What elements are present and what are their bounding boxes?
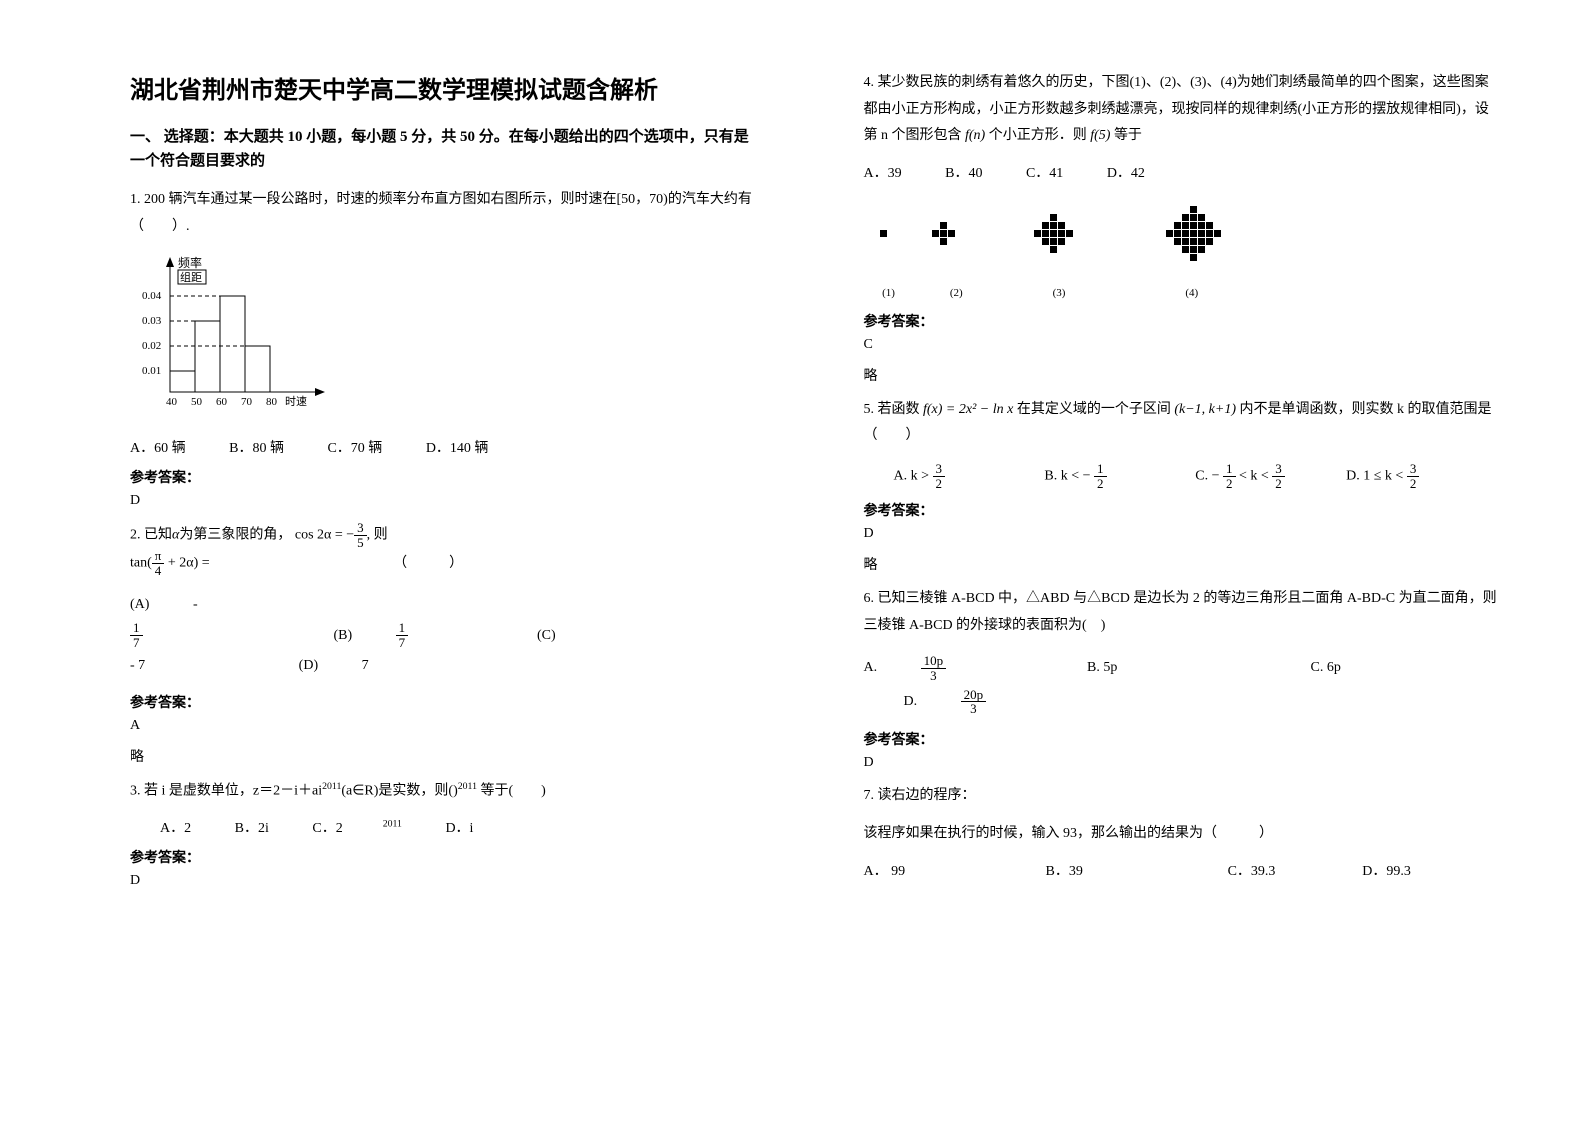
q4-ans: C bbox=[864, 337, 1498, 353]
q5-options: A. k > 32 B. k < − 12 C. − 12 < k < 32 D… bbox=[894, 462, 1498, 490]
q6-opt-a: A. 10p3 bbox=[864, 651, 1044, 685]
q4-pattern-labels: (1) (2) (3) (4) bbox=[864, 287, 1498, 299]
q2-ans: A bbox=[130, 718, 764, 734]
svg-text:70: 70 bbox=[241, 396, 253, 408]
q5-opt-a: A. k > 32 bbox=[894, 462, 1045, 490]
q3-opt-a: A．2 bbox=[160, 821, 191, 836]
q1-opt-b: B．80 辆 bbox=[229, 441, 284, 456]
q5-ans: D bbox=[864, 526, 1498, 542]
q2-opt-c: (C) bbox=[537, 621, 617, 652]
hist-ylabel-sub: 组距 bbox=[180, 270, 202, 284]
q1-ans: D bbox=[130, 493, 764, 509]
q5-stem: 5. 若函数 f(x) = 2x² − ln x 在其定义域的一个子区间 (k−… bbox=[864, 397, 1498, 450]
q2-paren: （ ） bbox=[393, 556, 463, 571]
q7-stem2: 该程序如果在执行的时候，输入 93，那么输出的结果为（ ） bbox=[864, 821, 1498, 848]
histogram-svg: 频率 组距 0.04 0.03 0.02 0.01 40 50 60 70 80… bbox=[140, 252, 340, 422]
q4-options: A．39 B．40 C．41 D．42 bbox=[864, 162, 1498, 182]
hist-xlabel: 时速 bbox=[285, 395, 307, 408]
q6-opt-d: D. 20p3 bbox=[904, 685, 1067, 719]
main-title: 湖北省荆州市楚天中学高二数学理模拟试题含解析 bbox=[130, 70, 764, 105]
q3-options: A．2 B．2i C．22011 D．i bbox=[160, 817, 764, 837]
q1-opt-c: C．70 辆 bbox=[327, 441, 382, 456]
q2-opt-c-val: - 7 bbox=[130, 658, 145, 673]
q7-opt-d: D．99.3 bbox=[1362, 860, 1457, 880]
q3-opt-d: D．i bbox=[445, 821, 473, 836]
q2-tan-expr: tan(π4 + 2α) = bbox=[130, 549, 210, 577]
q5-ans-label: 参考答案： bbox=[864, 500, 1498, 520]
q3-stem: 3. 若 i 是虚数单位，z＝2－i＋ai2011(a∈R)是实数，则()201… bbox=[130, 778, 764, 805]
q7-stem: 7. 读右边的程序： bbox=[864, 783, 1498, 810]
q5-opt-c: C. − 12 < k < 32 bbox=[1195, 462, 1346, 490]
right-column: 4. 某少数民族的刺绣有着悠久的历史，下图(1)、(2)、(3)、(4)为她们刺… bbox=[824, 70, 1528, 1092]
q1-stem: 1. 200 辆汽车通过某一段公路时，时速的频率分布直方图如右图所示，则时速在[… bbox=[130, 187, 764, 240]
q2-options: (A) - 17 (B) 17 (C) - 7 (D) 7 bbox=[130, 590, 764, 682]
q6-stem: 6. 已知三棱锥 A-BCD 中，△ABD 与△BCD 是边长为 2 的等边三角… bbox=[864, 586, 1498, 639]
q2-mid2: , 则 bbox=[367, 528, 388, 543]
q1-ans-label: 参考答案： bbox=[130, 467, 764, 487]
q4-ans-label: 参考答案： bbox=[864, 311, 1498, 331]
q6-opt-b: B. 5p bbox=[1087, 651, 1267, 685]
svg-text:0.01: 0.01 bbox=[142, 365, 161, 377]
svg-text:50: 50 bbox=[191, 396, 203, 408]
q2-note: 略 bbox=[130, 746, 764, 766]
q4-opt-a: A．39 bbox=[864, 166, 902, 181]
q6-ans-label: 参考答案： bbox=[864, 729, 1498, 749]
q3-ans-label: 参考答案： bbox=[130, 847, 764, 867]
svg-text:0.04: 0.04 bbox=[142, 290, 162, 302]
q4-opt-c: C．41 bbox=[1026, 166, 1063, 181]
left-column: 湖北省荆州市楚天中学高二数学理模拟试题含解析 一、 选择题：本大题共 10 小题… bbox=[100, 70, 824, 1092]
q3-ans: D bbox=[130, 873, 764, 889]
q6-options: A. 10p3 B. 5p C. 6p D. 20p3 bbox=[864, 651, 1498, 718]
q2-stem: 2. 已知α为第三象限的角， cos 2α = −35 , 则 tan(π4 +… bbox=[130, 521, 764, 578]
q4-opt-d: D．42 bbox=[1107, 166, 1145, 181]
q4-opt-b: B．40 bbox=[945, 166, 982, 181]
q3-opt-b: B．2i bbox=[235, 821, 269, 836]
q4-note: 略 bbox=[864, 365, 1498, 385]
section-header: 一、 选择题：本大题共 10 小题，每小题 5 分，共 50 分。在每小题给出的… bbox=[130, 125, 764, 173]
q5-note: 略 bbox=[864, 554, 1498, 574]
q2-prefix: 2. 已知 bbox=[130, 528, 172, 543]
q6-opt-c: C. 6p bbox=[1311, 651, 1431, 685]
q1-opt-d: D．140 辆 bbox=[426, 441, 489, 456]
q7-opt-a: A． 99 bbox=[864, 860, 1006, 880]
q5-opt-d: D. 1 ≤ k < 32 bbox=[1346, 462, 1497, 490]
q4-stem: 4. 某少数民族的刺绣有着悠久的历史，下图(1)、(2)、(3)、(4)为她们刺… bbox=[864, 70, 1498, 150]
svg-text:0.03: 0.03 bbox=[142, 315, 162, 327]
svg-text:80: 80 bbox=[266, 396, 278, 408]
q2-opt-a: (A) - 17 bbox=[130, 590, 290, 652]
q6-ans: D bbox=[864, 755, 1498, 771]
q3-opt-c: C．22011 bbox=[312, 821, 402, 836]
q1-opt-a: A．60 辆 bbox=[130, 441, 186, 456]
q2-opt-b: (B) 17 bbox=[334, 621, 494, 652]
q7-opt-c: C．39.3 bbox=[1228, 860, 1323, 880]
q1-options: A．60 辆 B．80 辆 C．70 辆 D．140 辆 bbox=[130, 437, 764, 457]
q7-opt-b: B．39 bbox=[1046, 860, 1188, 880]
embroidery-svg bbox=[864, 194, 1284, 274]
q2-opt-d: (D) 7 bbox=[299, 658, 409, 673]
q2-ans-label: 参考答案： bbox=[130, 692, 764, 712]
svg-text:60: 60 bbox=[216, 396, 228, 408]
q5-opt-b: B. k < − 12 bbox=[1044, 462, 1195, 490]
q2-cos-expr: cos 2α = −35 bbox=[295, 521, 367, 549]
svg-text:40: 40 bbox=[166, 396, 178, 408]
q1-histogram: 频率 组距 0.04 0.03 0.02 0.01 40 50 60 70 80… bbox=[140, 252, 764, 427]
q4-patterns bbox=[864, 194, 1498, 279]
q2-mid1: 为第三象限的角， bbox=[179, 528, 291, 543]
svg-text:0.02: 0.02 bbox=[142, 340, 161, 352]
q7-options: A． 99 B．39 C．39.3 D．99.3 bbox=[864, 860, 1498, 880]
hist-ylabel-top: 频率 bbox=[178, 255, 202, 270]
